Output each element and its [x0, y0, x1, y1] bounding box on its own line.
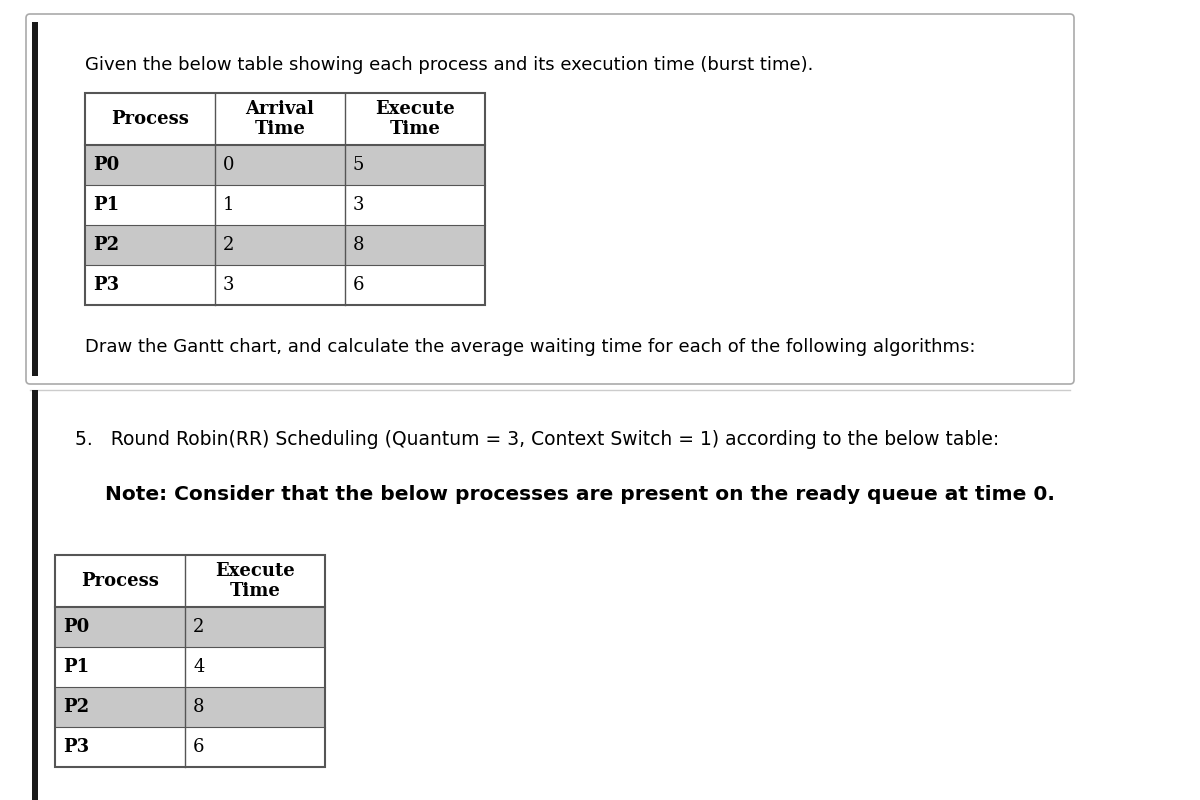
Text: Execute
Time: Execute Time — [215, 562, 295, 600]
Text: 3: 3 — [353, 196, 365, 214]
Text: P2: P2 — [64, 698, 89, 716]
Text: P1: P1 — [94, 196, 119, 214]
Bar — [55, 607, 325, 647]
Text: Arrival
Time: Arrival Time — [246, 100, 314, 138]
Text: P0: P0 — [94, 156, 119, 174]
Text: 5: 5 — [353, 156, 365, 174]
Text: 2: 2 — [193, 618, 204, 636]
Text: P0: P0 — [64, 618, 89, 636]
Text: P2: P2 — [94, 236, 119, 254]
Text: Note: Consider that the below processes are present on the ready queue at time 0: Note: Consider that the below processes … — [106, 485, 1055, 504]
Text: Process: Process — [82, 572, 158, 590]
Text: P3: P3 — [64, 738, 89, 756]
Bar — [85, 93, 485, 305]
Text: 6: 6 — [193, 738, 204, 756]
Text: 4: 4 — [193, 658, 204, 676]
Bar — [32, 390, 38, 800]
Bar — [85, 265, 485, 305]
Text: P3: P3 — [94, 276, 119, 294]
Text: Process: Process — [112, 110, 188, 128]
Text: 3: 3 — [223, 276, 234, 294]
Text: 6: 6 — [353, 276, 365, 294]
Bar — [85, 145, 485, 185]
FancyBboxPatch shape — [26, 14, 1074, 384]
Bar — [55, 555, 325, 767]
Text: 1: 1 — [223, 196, 234, 214]
Bar — [55, 727, 325, 767]
Text: 2: 2 — [223, 236, 234, 254]
Bar — [85, 185, 485, 225]
Text: Execute
Time: Execute Time — [376, 100, 455, 138]
Bar — [32, 22, 38, 376]
Bar — [55, 647, 325, 687]
Text: Draw the Gantt chart, and calculate the average waiting time for each of the fol: Draw the Gantt chart, and calculate the … — [85, 338, 976, 356]
Text: 8: 8 — [353, 236, 365, 254]
Text: Given the below table showing each process and its execution time (burst time).: Given the below table showing each proce… — [85, 56, 814, 74]
Bar — [85, 225, 485, 265]
Bar — [55, 687, 325, 727]
Text: 0: 0 — [223, 156, 234, 174]
Text: P1: P1 — [64, 658, 89, 676]
Text: 8: 8 — [193, 698, 204, 716]
Text: 5.   Round Robin(RR) Scheduling (Quantum = 3, Context Switch = 1) according to t: 5. Round Robin(RR) Scheduling (Quantum =… — [74, 430, 1000, 449]
